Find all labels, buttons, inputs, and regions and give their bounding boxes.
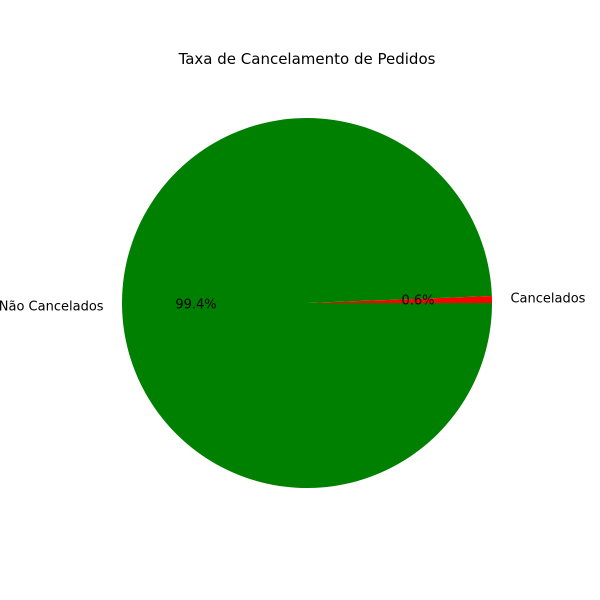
pie-slice-nao-cancelados bbox=[122, 117, 492, 488]
pie-slice-cancelados bbox=[307, 296, 492, 303]
slice-label-nao-cancelados: Não Cancelados bbox=[0, 299, 104, 314]
slice-pct-label-cancelados: 0.6% bbox=[401, 293, 434, 308]
pie-slices bbox=[122, 117, 492, 488]
slice-pct-label-nao-cancelados: 99.4% bbox=[175, 298, 216, 313]
chart-title: Taxa de Cancelamento de Pedidos bbox=[178, 50, 436, 68]
slice-label-cancelados: Cancelados bbox=[510, 292, 585, 307]
pie-labels: Cancelados 0.6% Não Cancelados 99.4% bbox=[0, 292, 586, 315]
